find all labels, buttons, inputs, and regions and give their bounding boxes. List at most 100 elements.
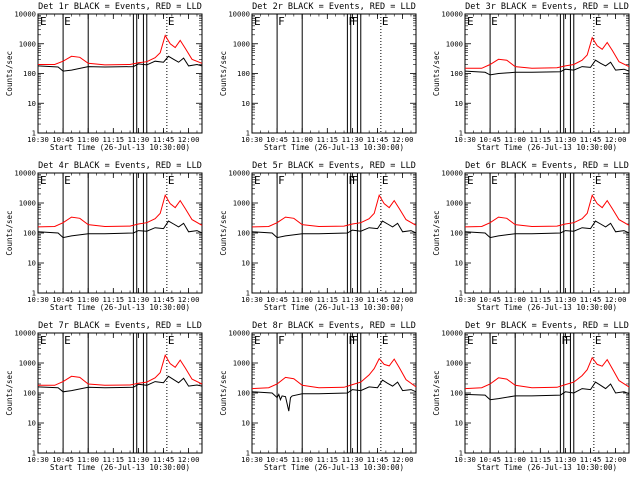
solid-marker-label: E xyxy=(64,174,71,187)
solid-marker-label: E xyxy=(64,15,71,28)
y-tick-label: 1000 xyxy=(233,39,250,48)
x-tick-label: 11:00 xyxy=(504,455,526,464)
panel-title: Det 6r BLACK = Events, RED = LLD xyxy=(465,161,629,171)
x-tick-label: 10:30 xyxy=(27,135,49,144)
x-tick-label: 11:30 xyxy=(128,455,150,464)
solid-marker-label: F xyxy=(352,174,359,187)
y-tick-label: 100 xyxy=(23,389,36,398)
x-tick-label: 12:00 xyxy=(605,295,627,304)
plot-frame xyxy=(464,332,630,454)
x-tick-label: 10:45 xyxy=(52,295,74,304)
y-tick-label: 1 xyxy=(246,449,250,458)
y-axis-label: Counts/sec xyxy=(5,370,14,415)
x-tick-label: 12:00 xyxy=(392,135,414,144)
solid-marker-label: F xyxy=(348,334,355,347)
start-marker-label: E xyxy=(467,174,474,187)
solid-marker-label: F xyxy=(561,334,568,347)
y-tick-label: 10000 xyxy=(14,10,36,19)
x-tick-label: 11:45 xyxy=(367,455,389,464)
y-tick-label: 10 xyxy=(241,419,250,428)
y-axis-label: Counts/sec xyxy=(5,210,14,255)
dotted-marker-label: E xyxy=(168,174,175,187)
x-tick-label: 10:45 xyxy=(479,295,501,304)
solid-marker-label: F xyxy=(348,15,355,28)
panel-1: Det 1r BLACK = Events, RED = LLD 1 10 100 10… xyxy=(5,2,203,152)
y-tick-label: 10000 xyxy=(441,169,463,178)
panel-title: Det 1r BLACK = Events, RED = LLD xyxy=(38,2,202,12)
y-tick-label: 10 xyxy=(27,419,36,428)
start-marker-label: E xyxy=(467,334,474,347)
panel-title: Det 8r BLACK = Events, RED = LLD xyxy=(252,321,416,331)
y-tick-label: 1 xyxy=(246,129,250,138)
x-tick-label: 10:45 xyxy=(479,455,501,464)
dotted-marker-label: E xyxy=(595,334,602,347)
y-tick-label: 1000 xyxy=(19,359,36,368)
y-tick-label: 1 xyxy=(32,289,36,298)
series-line-lld xyxy=(251,194,417,228)
x-tick-label: 10:30 xyxy=(27,455,49,464)
x-axis-label: Start Time (26-Jul-13 10:30:00) xyxy=(477,143,617,152)
x-tick-label: 10:30 xyxy=(27,295,49,304)
x-tick-label: 11:30 xyxy=(128,135,150,144)
x-tick-label: 11:00 xyxy=(291,455,313,464)
y-tick-label: 100 xyxy=(23,229,36,238)
x-tick-label: 12:00 xyxy=(178,455,200,464)
x-tick-label: 11:15 xyxy=(102,135,124,144)
y-tick-label: 100 xyxy=(450,69,463,78)
series-line-events xyxy=(464,381,630,401)
panel-8: Det 8r BLACK = Events, RED = LLD 1 10 100 10… xyxy=(219,321,417,472)
series-line-events xyxy=(37,55,203,72)
x-tick-label: 11:15 xyxy=(529,135,551,144)
x-tick-label: 11:00 xyxy=(77,295,99,304)
solid-marker-label: E xyxy=(64,334,71,347)
panel-2: Det 2r BLACK = Events, RED = LLD 1 10 100 10… xyxy=(219,2,417,152)
x-tick-label: 10:30 xyxy=(454,295,476,304)
series-line-events xyxy=(37,375,203,393)
x-tick-label: 11:45 xyxy=(367,295,389,304)
y-tick-label: 1 xyxy=(459,449,463,458)
x-tick-label: 12:00 xyxy=(392,455,414,464)
x-tick-label: 11:15 xyxy=(529,455,551,464)
start-marker-label: E xyxy=(254,15,261,28)
x-tick-label: 11:30 xyxy=(555,455,577,464)
y-tick-label: 1 xyxy=(32,449,36,458)
y-tick-label: 10 xyxy=(241,99,250,108)
x-tick-label: 11:30 xyxy=(342,295,364,304)
y-tick-label: 1000 xyxy=(446,39,463,48)
panel-title: Det 3r BLACK = Events, RED = LLD xyxy=(465,2,629,12)
solid-marker-label: E xyxy=(491,15,498,28)
solid-marker-label: F xyxy=(278,174,285,187)
dotted-marker-label: E xyxy=(595,174,602,187)
x-tick-label: 11:45 xyxy=(153,135,175,144)
y-tick-label: 100 xyxy=(23,69,36,78)
y-tick-label: 100 xyxy=(237,389,250,398)
x-tick-label: 11:00 xyxy=(504,135,526,144)
x-tick-label: 11:15 xyxy=(529,295,551,304)
x-tick-label: 11:00 xyxy=(291,295,313,304)
x-tick-label: 11:00 xyxy=(504,295,526,304)
series-line-events xyxy=(251,220,417,239)
x-tick-label: 11:30 xyxy=(342,135,364,144)
panel-title: Det 2r BLACK = Events, RED = LLD xyxy=(252,2,416,12)
y-tick-label: 10 xyxy=(241,259,250,268)
panel-title: Det 4r BLACK = Events, RED = LLD xyxy=(38,161,202,171)
panel-title: Det 9r BLACK = Events, RED = LLD xyxy=(465,321,629,331)
x-tick-label: 12:00 xyxy=(392,295,414,304)
y-tick-label: 1000 xyxy=(233,359,250,368)
y-tick-label: 1 xyxy=(459,129,463,138)
dotted-marker-label: E xyxy=(382,334,389,347)
x-tick-label: 10:30 xyxy=(454,455,476,464)
solid-marker-label: E xyxy=(491,174,498,187)
dotted-marker-label: E xyxy=(168,334,175,347)
dotted-marker-label: E xyxy=(382,174,389,187)
x-tick-label: 11:15 xyxy=(316,455,338,464)
y-axis-label: Counts/sec xyxy=(219,210,228,255)
x-tick-label: 11:45 xyxy=(580,455,602,464)
x-tick-label: 11:45 xyxy=(153,295,175,304)
y-tick-label: 1000 xyxy=(19,199,36,208)
y-axis-label: Counts/sec xyxy=(432,370,441,415)
panel-3: Det 3r BLACK = Events, RED = LLD 1 10 100 10… xyxy=(432,2,630,152)
y-tick-label: 10 xyxy=(454,419,463,428)
plot-frame xyxy=(37,13,203,134)
x-axis-label: Start Time (26-Jul-13 10:30:00) xyxy=(264,303,404,312)
